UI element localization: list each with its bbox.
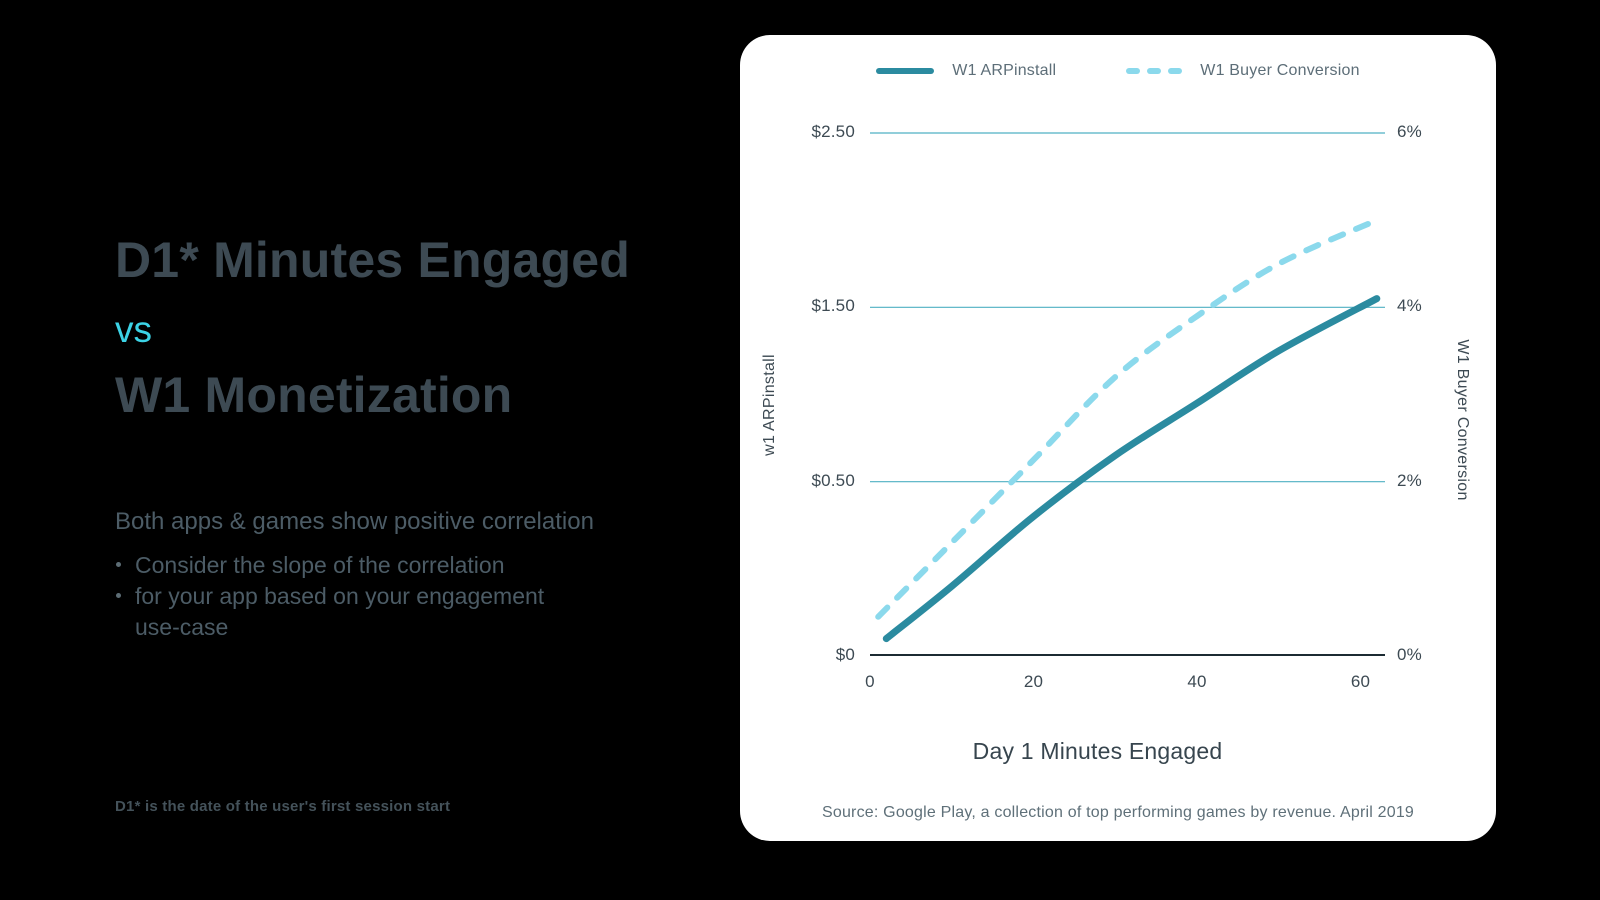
y-tick-left: $2.50 <box>811 122 855 141</box>
y-tick-right: 6% <box>1397 122 1422 141</box>
x-tick: 60 <box>1350 672 1371 691</box>
left-axis-title: w1 ARPinstall <box>761 354 778 456</box>
bullet-item: Consider the slope of the correlation <box>116 550 585 581</box>
chart-legend: W1 ARPinstall W1 Buyer Conversion <box>740 61 1496 81</box>
series-line-2-dashed <box>875 217 1380 620</box>
title-vs: vs <box>115 309 152 350</box>
lead-text: Both apps & games show positive correlat… <box>115 508 594 535</box>
bullet-item: for your app based on your engagement us… <box>116 581 585 643</box>
x-axis-title: Day 1 Minutes Engaged <box>972 738 1223 764</box>
y-tick-right: 0% <box>1397 645 1422 664</box>
title-line-2: W1 Monetization <box>115 367 513 423</box>
x-tick: 20 <box>1023 672 1044 691</box>
bullet-list: Consider the slope of the correlation fo… <box>115 550 735 643</box>
chart-plot-svg <box>870 132 1385 656</box>
x-tick: 40 <box>1187 672 1207 691</box>
y-tick-right: 2% <box>1397 470 1422 490</box>
footnote: D1* is the date of the user's first sess… <box>115 798 451 815</box>
y-tick-left: $0.50 <box>811 470 855 490</box>
x-tick: 0 <box>865 672 875 691</box>
chart-card: W1 ARPinstall W1 Buyer Conversion w1 ARP… <box>740 35 1496 841</box>
source-note: Source: Google Play, a collection of top… <box>821 804 1415 821</box>
legend-label-w1-buyer-conversion: W1 Buyer Conversion <box>1200 62 1360 79</box>
y-tick-right: 4% <box>1397 296 1422 316</box>
legend-item-w1-buyer-conversion: W1 Buyer Conversion <box>1126 62 1359 80</box>
y-tick-left: $1.50 <box>811 296 855 316</box>
title-line-1: D1* Minutes Engaged <box>115 232 630 288</box>
series-line-1-solid <box>882 295 1381 643</box>
right-axis-title: W1 Buyer Conversion <box>1454 339 1471 501</box>
y-tick-left: $0 <box>835 645 855 664</box>
legend-label-w1-arpinstall: W1 ARPinstall <box>952 62 1057 79</box>
dashed-line-swatch <box>1126 68 1183 74</box>
legend-item-w1-arpinstall: W1 ARPinstall <box>876 62 1056 80</box>
left-text-panel: D1* Minutes Engaged vs W1 Monetization B… <box>115 232 735 643</box>
solid-line-swatch <box>876 68 935 74</box>
plot-area <box>870 132 1385 656</box>
